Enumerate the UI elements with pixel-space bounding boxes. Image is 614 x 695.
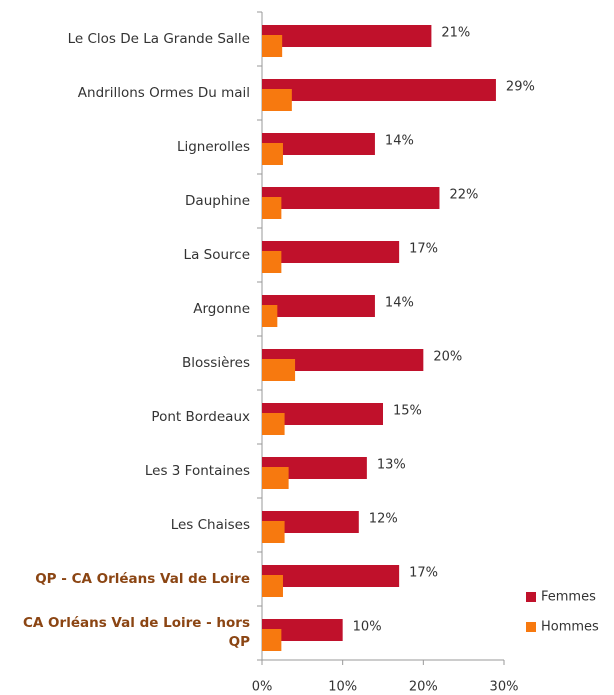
bar (262, 295, 375, 317)
value-label: 10% (353, 620, 382, 635)
bar (262, 35, 283, 57)
category-label: Le Clos De La Grande Salle (67, 30, 250, 47)
bar (262, 629, 282, 651)
bar (262, 349, 424, 371)
value-label: 17% (409, 566, 438, 581)
category-label: Dauphine (185, 192, 250, 209)
category-label: QP - CA Orléans Val de Loire (35, 570, 250, 587)
bar (262, 133, 375, 155)
value-label: 20% (433, 350, 462, 365)
legend-swatch (526, 592, 536, 602)
bar (262, 305, 278, 327)
bar (262, 197, 282, 219)
bar (262, 403, 383, 425)
bar (262, 89, 292, 111)
value-label: 14% (385, 134, 414, 149)
bar (262, 187, 440, 209)
category-label: Lignerolles (176, 138, 250, 155)
bar (262, 619, 343, 641)
value-label: 12% (369, 512, 398, 527)
value-label: 22% (449, 188, 478, 203)
category-label: La Source (183, 246, 250, 263)
bar (262, 511, 359, 533)
category-label: Argonne (193, 300, 250, 317)
value-label: 29% (506, 80, 535, 95)
bar (262, 413, 285, 435)
bar (262, 565, 400, 587)
bar (262, 521, 285, 543)
bar (262, 25, 432, 47)
bar (262, 251, 282, 273)
category-label: Andrillons Ormes Du mail (77, 84, 250, 101)
bar (262, 359, 296, 381)
bar (262, 143, 283, 165)
x-tick-label: 10% (328, 680, 357, 695)
value-label: 21% (441, 26, 470, 41)
category-label: Les 3 Fontaines (144, 462, 250, 479)
bar (262, 467, 289, 489)
x-tick-label: 0% (252, 680, 273, 695)
x-tick-label: 20% (409, 680, 438, 695)
value-label: 13% (377, 458, 406, 473)
legend-swatch (526, 622, 536, 632)
x-tick-label: 30% (490, 680, 519, 695)
value-label: 14% (385, 296, 414, 311)
category-label: Pont Bordeaux (151, 408, 250, 425)
legend-label: Femmes (541, 590, 596, 605)
category-label: Blossières (182, 354, 250, 371)
bar (262, 241, 400, 263)
value-label: 15% (393, 404, 422, 419)
category-label: Les Chaises (170, 516, 250, 533)
bar (262, 575, 283, 597)
legend-label: Hommes (541, 620, 599, 635)
bar (262, 79, 496, 101)
value-label: 17% (409, 242, 438, 257)
category-label: CA Orléans Val de Loire - hors QP (23, 615, 250, 650)
